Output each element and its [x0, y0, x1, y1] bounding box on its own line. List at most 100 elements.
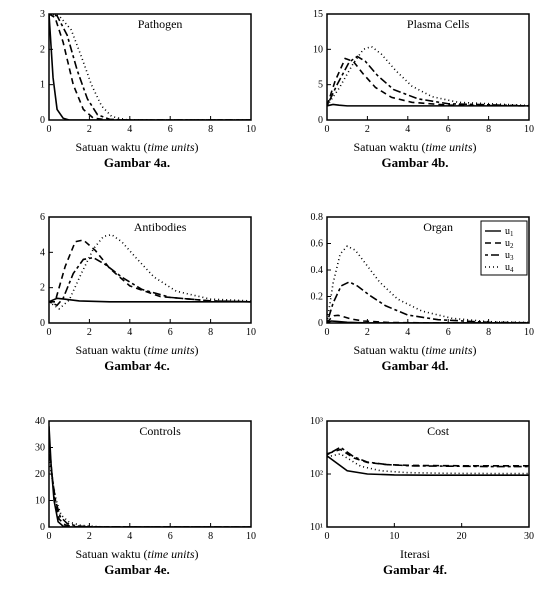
- chart-antibodies: 02468100246Antibodies: [17, 211, 257, 341]
- svg-text:10³: 10³: [310, 416, 323, 427]
- xlabel-a: Satuan waktu (time units): [76, 140, 199, 155]
- caption-f: Gambar 4f.: [383, 562, 447, 578]
- xlabel-suffix: ): [472, 343, 476, 357]
- xlabel-prefix: Satuan waktu (: [76, 140, 148, 154]
- svg-text:0.4: 0.4: [311, 265, 324, 276]
- panel-b: 0 2 4 6 8 10 0 5 10 15 Plasma Cells Satuan waktu (…: [286, 8, 544, 193]
- xlabel-suffix: ): [194, 140, 198, 154]
- caption-e: Gambar 4e.: [104, 562, 169, 578]
- xlabel-suffix: ): [194, 343, 198, 357]
- svg-text:4: 4: [127, 124, 132, 135]
- svg-text:4: 4: [405, 327, 410, 338]
- svg-text:20: 20: [457, 531, 467, 542]
- svg-text:Controls: Controls: [139, 424, 181, 438]
- svg-text:3: 3: [40, 9, 45, 20]
- svg-text:0: 0: [325, 124, 330, 135]
- svg-text:6: 6: [40, 212, 45, 223]
- svg-text:2: 2: [365, 327, 370, 338]
- svg-text:2: 2: [40, 283, 45, 294]
- xlabel-italic: time units: [147, 547, 194, 561]
- chart-cost: 010203010¹10²10³Cost: [295, 415, 535, 545]
- svg-text:6: 6: [446, 327, 451, 338]
- svg-text:0: 0: [47, 124, 52, 135]
- svg-text:8: 8: [486, 124, 491, 135]
- svg-text:4: 4: [127, 327, 132, 338]
- xlabel-d: Satuan waktu (time units): [354, 343, 477, 358]
- svg-text:8: 8: [208, 531, 213, 542]
- svg-text:0: 0: [40, 115, 45, 126]
- svg-text:10: 10: [524, 327, 534, 338]
- svg-text:0: 0: [47, 531, 52, 542]
- svg-text:5: 5: [318, 80, 323, 91]
- svg-text:0.6: 0.6: [311, 239, 324, 250]
- svg-text:8: 8: [486, 327, 491, 338]
- svg-text:6: 6: [446, 124, 451, 135]
- xlabel-iterasi: Iterasi: [400, 547, 430, 561]
- svg-text:2: 2: [87, 124, 92, 135]
- svg-text:20: 20: [35, 469, 45, 480]
- chart-pathogen: 0 2 4 6 8 10 0 1 2 3 Pathogen: [17, 8, 257, 138]
- xlabel-b: Satuan waktu (time units): [354, 140, 477, 155]
- svg-text:40: 40: [35, 416, 45, 427]
- svg-text:10: 10: [246, 327, 256, 338]
- chart-organ: 024681000.20.40.60.8Organu1u2u3u4: [295, 211, 535, 341]
- svg-text:10: 10: [389, 531, 399, 542]
- panel-a: 0 2 4 6 8 10 0 1 2 3 Pathogen Satuan waktu (time u…: [8, 8, 266, 193]
- caption-a: Gambar 4a.: [104, 155, 170, 171]
- svg-text:2: 2: [40, 44, 45, 55]
- svg-text:10²: 10²: [310, 469, 323, 480]
- svg-text:Organ: Organ: [423, 220, 453, 234]
- svg-text:30: 30: [524, 531, 534, 542]
- xlabel-prefix: Satuan waktu (: [354, 343, 426, 357]
- xlabel-italic: time units: [147, 343, 194, 357]
- xlabel-f: Iterasi: [400, 547, 430, 562]
- xlabel-prefix: Satuan waktu (: [76, 547, 148, 561]
- svg-text:4: 4: [405, 124, 410, 135]
- svg-text:0: 0: [47, 327, 52, 338]
- svg-text:10: 10: [313, 44, 323, 55]
- svg-text:6: 6: [168, 124, 173, 135]
- chart-plasma-cells: 0 2 4 6 8 10 0 5 10 15 Plasma Cells: [295, 8, 535, 138]
- xlabel-italic: time units: [425, 343, 472, 357]
- svg-text:10: 10: [524, 124, 534, 135]
- xlabel-suffix: ): [194, 547, 198, 561]
- svg-text:0: 0: [325, 327, 330, 338]
- svg-text:0.8: 0.8: [311, 212, 324, 223]
- svg-text:Cost: Cost: [427, 424, 450, 438]
- svg-text:Plasma Cells: Plasma Cells: [407, 17, 470, 31]
- xlabel-italic: time units: [147, 140, 194, 154]
- svg-text:8: 8: [208, 327, 213, 338]
- xlabel-prefix: Satuan waktu (: [354, 140, 426, 154]
- svg-text:10: 10: [35, 495, 45, 506]
- chart-controls: 0246810010203040Controls: [17, 415, 257, 545]
- svg-text:6: 6: [168, 327, 173, 338]
- figure-grid: 02468100123Pathogen Satuan waktu (time u…: [0, 0, 552, 600]
- caption-b: Gambar 4b.: [382, 155, 449, 171]
- svg-text:30: 30: [35, 442, 45, 453]
- svg-text:10: 10: [246, 124, 256, 135]
- svg-text:2: 2: [365, 124, 370, 135]
- svg-text:0: 0: [318, 115, 323, 126]
- panel-d: 024681000.20.40.60.8Organu1u2u3u4 Satuan…: [286, 211, 544, 396]
- svg-text:10: 10: [246, 531, 256, 542]
- xlabel-italic: time units: [425, 140, 472, 154]
- svg-text:Pathogen: Pathogen: [138, 17, 183, 31]
- svg-text:15: 15: [313, 9, 323, 20]
- svg-text:4: 4: [40, 248, 45, 259]
- caption-c: Gambar 4c.: [104, 358, 169, 374]
- svg-text:2: 2: [87, 531, 92, 542]
- svg-text:0: 0: [325, 531, 330, 542]
- svg-text:1: 1: [40, 80, 45, 91]
- svg-text:8: 8: [208, 124, 213, 135]
- caption-d: Gambar 4d.: [382, 358, 449, 374]
- svg-text:4: 4: [127, 531, 132, 542]
- svg-text:2: 2: [87, 327, 92, 338]
- panel-f: 010203010¹10²10³Cost Iterasi Gambar 4f.: [286, 415, 544, 600]
- xlabel-prefix: Satuan waktu (: [76, 343, 148, 357]
- svg-text:0.2: 0.2: [311, 292, 324, 303]
- xlabel-e: Satuan waktu (time units): [76, 547, 199, 562]
- svg-text:0: 0: [318, 318, 323, 329]
- svg-text:0: 0: [40, 522, 45, 533]
- svg-text:Antibodies: Antibodies: [134, 220, 187, 234]
- xlabel-suffix: ): [472, 140, 476, 154]
